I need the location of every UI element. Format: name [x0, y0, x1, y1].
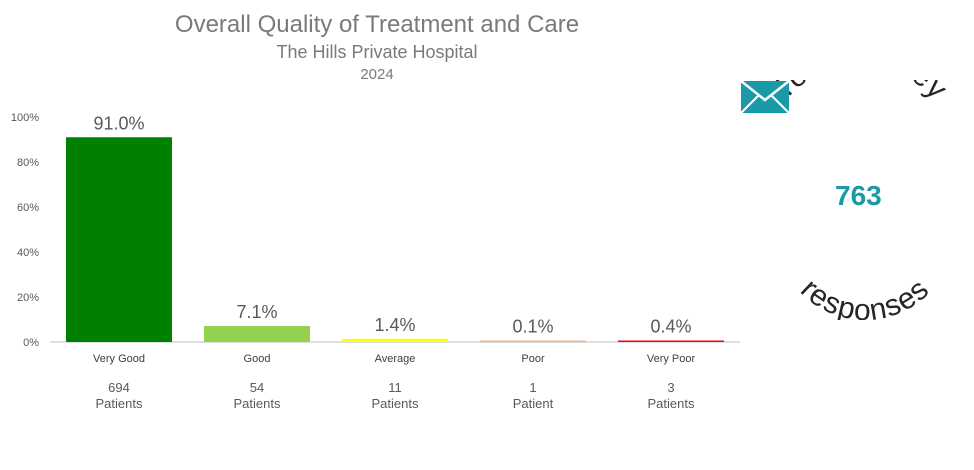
data-label: 91.0%: [93, 113, 144, 133]
survey-ring-text: Total survey responses: [766, 80, 954, 320]
bar: [480, 340, 586, 342]
data-label: 1.4%: [374, 315, 415, 335]
patient-count: 54 Patients: [202, 380, 312, 412]
patient-count-number: 54: [249, 380, 265, 395]
svg-text:Total survey: Total survey: [766, 80, 954, 106]
data-label: 0.1%: [512, 317, 553, 337]
chart-title: Overall Quality of Treatment and Care: [174, 11, 580, 38]
patient-counts: 694 Patients 54 Patients 11 Patients 1 Patient 3…: [0, 380, 760, 420]
envelope-icon: [740, 80, 790, 114]
patient-count: 694 Patients: [64, 380, 174, 412]
x-tick-label: Very Good: [93, 353, 145, 365]
bar: [204, 326, 310, 342]
survey-bottom-text: responses: [794, 272, 934, 320]
survey-total-badge: Total survey responses 763: [740, 80, 974, 320]
chart-titles: Overall Quality of Treatment and Care Th…: [0, 10, 754, 86]
chart-subtitle: The Hills Private Hospital: [276, 42, 478, 62]
y-tick-label: 80%: [17, 157, 39, 169]
y-tick-label: 100%: [11, 112, 39, 124]
survey-total: 763: [835, 180, 882, 211]
patient-count-number: 3: [667, 380, 675, 395]
x-tick-label: Poor: [521, 353, 545, 365]
bar-chart: 0% 20% 40% 60% 80% 100% 91.0% Very Good 7.1% Good…: [11, 112, 740, 365]
y-tick-label: 0%: [23, 337, 39, 349]
data-label: 7.1%: [236, 302, 277, 322]
svg-text:responses: responses: [794, 272, 935, 320]
x-tick-label: Average: [375, 353, 416, 365]
patient-count-unit: Patients: [371, 396, 419, 411]
bar: [618, 340, 724, 342]
data-label: 0.4%: [650, 317, 691, 337]
chart-year: 2024: [360, 66, 394, 83]
patient-count-number: 1: [529, 380, 537, 395]
y-tick-label: 20%: [17, 292, 39, 304]
bar: [66, 137, 172, 342]
x-tick-label: Very Poor: [647, 353, 696, 365]
patient-count: 11 Patients: [340, 380, 450, 412]
patient-count-unit: Patients: [95, 396, 143, 411]
patient-count-unit: Patients: [233, 396, 281, 411]
patient-count: 3 Patients: [616, 380, 726, 412]
patient-count-unit: Patients: [647, 396, 695, 411]
y-tick-label: 60%: [17, 202, 39, 214]
y-tick-label: 40%: [17, 247, 39, 259]
x-tick-label: Good: [244, 353, 271, 365]
patient-count: 1 Patient: [478, 380, 588, 412]
patient-count-unit: Patient: [512, 396, 554, 411]
bar: [342, 338, 448, 342]
patient-count-number: 11: [388, 380, 402, 395]
patient-count-number: 694: [108, 380, 130, 395]
survey-top-text: Total survey: [766, 80, 953, 106]
